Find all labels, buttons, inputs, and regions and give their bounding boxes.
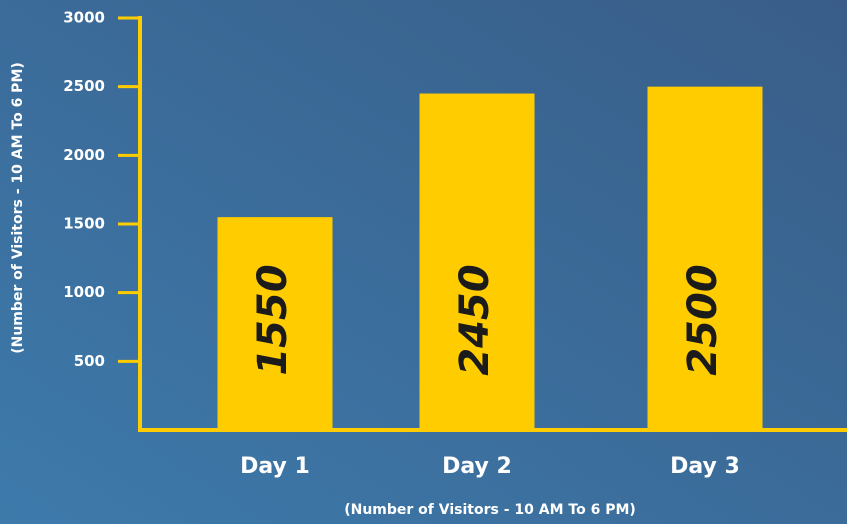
x-tick-label: Day 1: [240, 454, 310, 479]
bar: [419, 93, 535, 431]
value-label: 2450: [452, 264, 498, 375]
y-tick-label: 1000: [63, 283, 105, 301]
x-tick-label: Day 3: [670, 454, 740, 479]
y-tick-label: 1500: [63, 215, 105, 233]
value-label: 1550: [250, 264, 296, 375]
y-tick-label: 2500: [63, 77, 105, 95]
x-tick-label: Day 2: [442, 454, 512, 479]
y-axis-label: (Number of Visitors - 10 AM To 6 PM): [10, 62, 26, 354]
y-tick-label: 2000: [63, 146, 105, 164]
bar: [647, 86, 763, 431]
y-tick-label: 500: [74, 352, 105, 370]
x-axis-label: (Number of Visitors - 10 AM To 6 PM): [344, 502, 636, 518]
y-tick-label: 3000: [63, 9, 105, 27]
bar: [217, 217, 333, 430]
value-label: 2500: [680, 264, 726, 375]
